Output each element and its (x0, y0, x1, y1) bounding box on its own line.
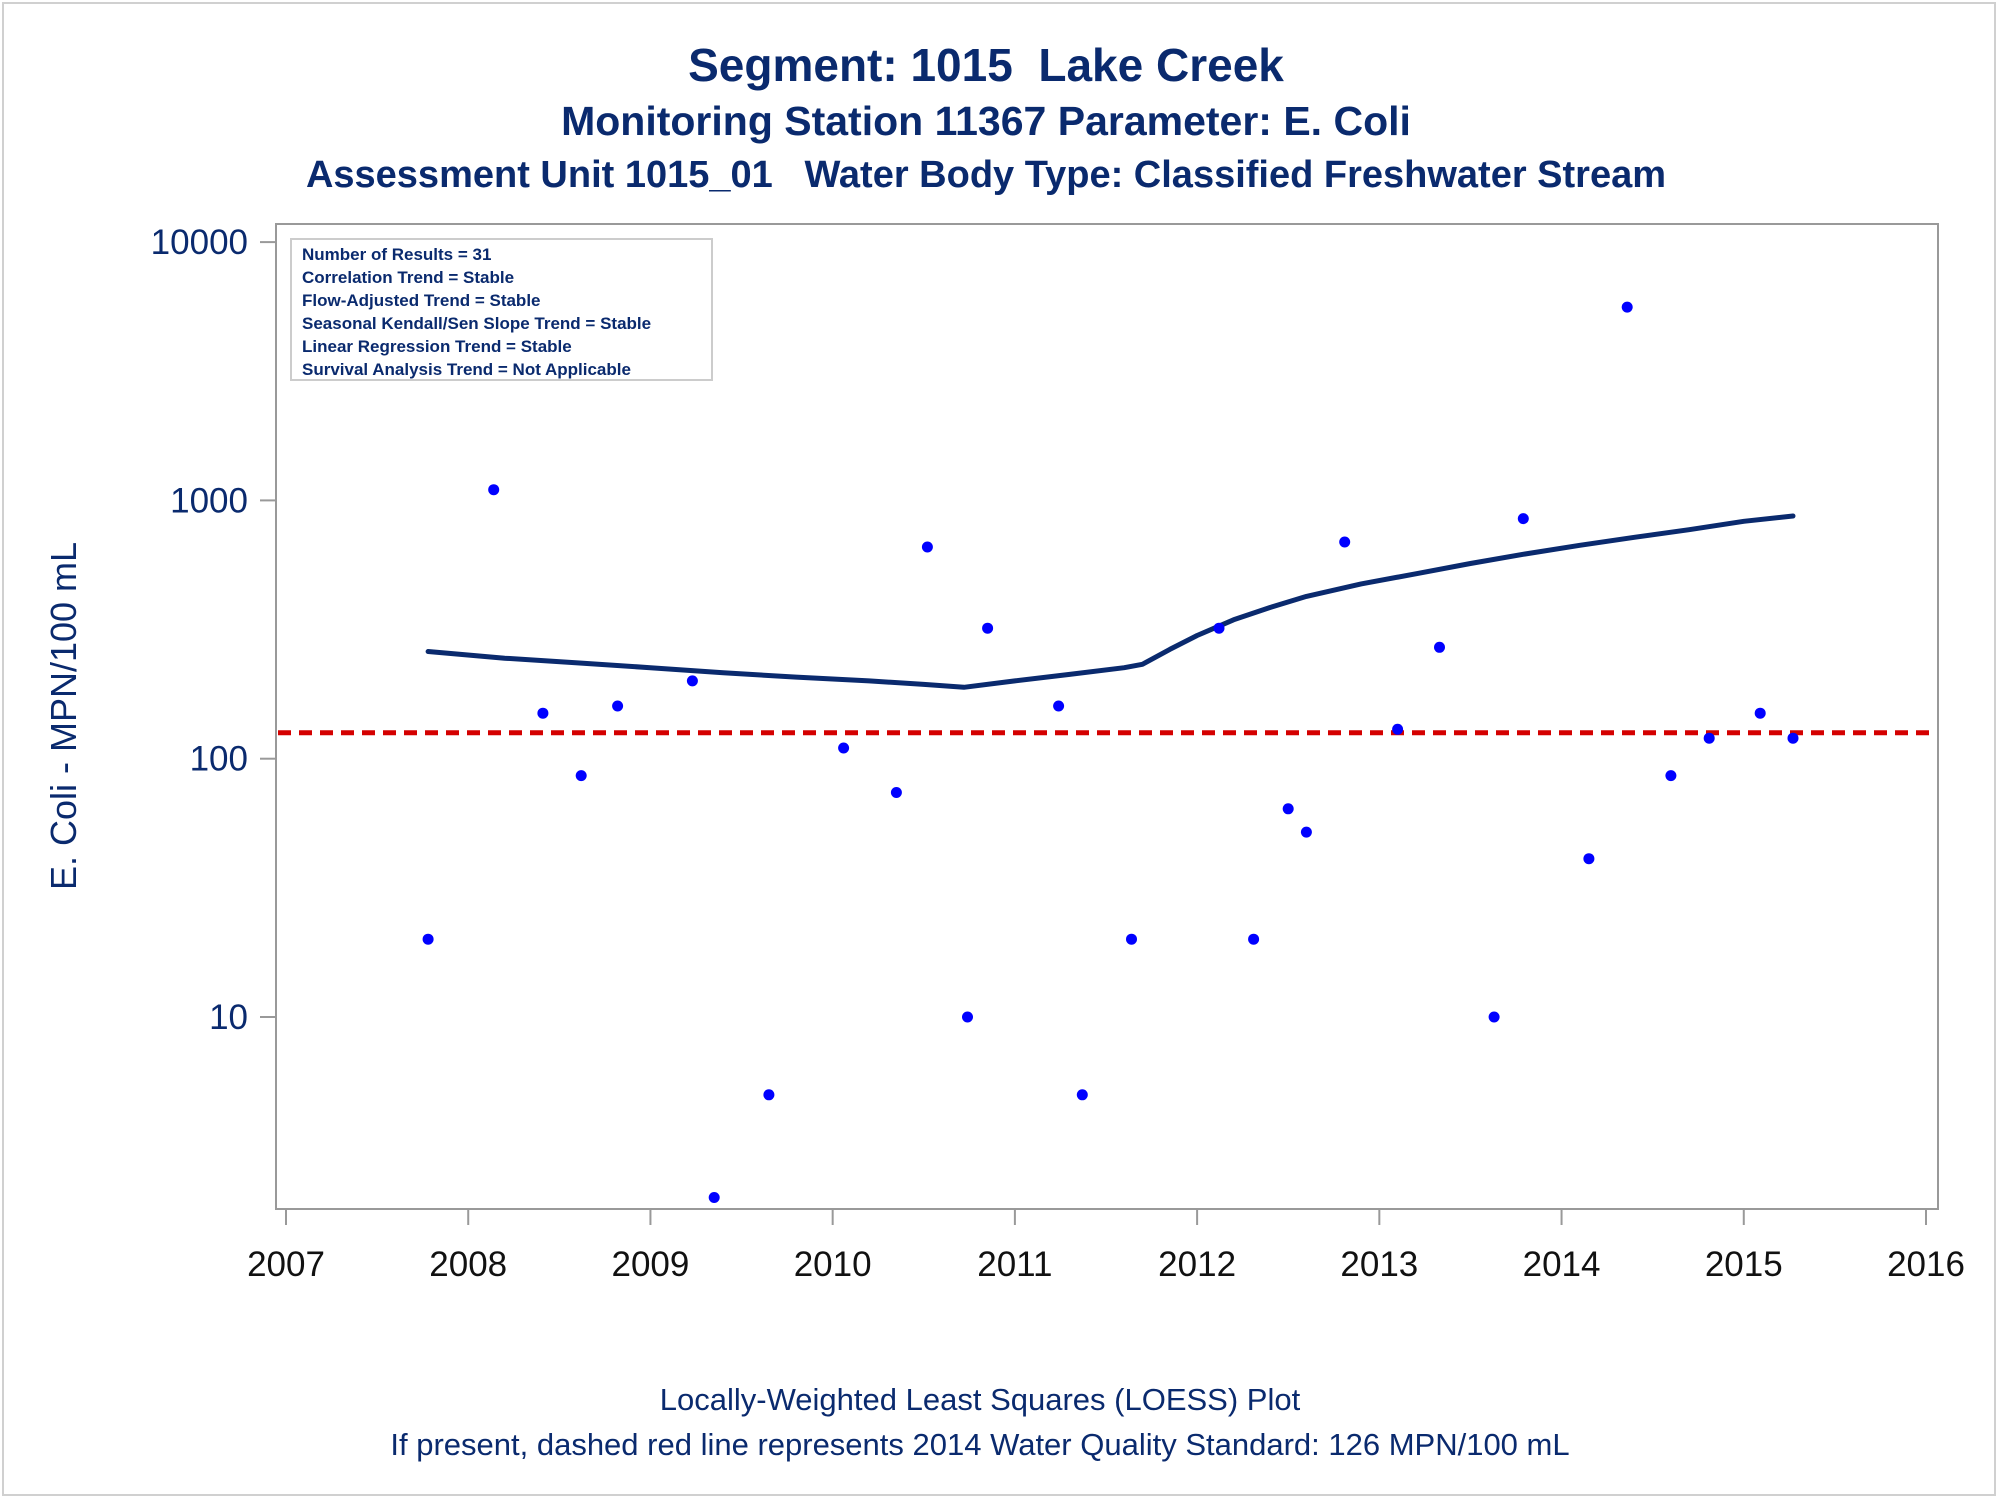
data-point (1754, 707, 1766, 719)
x-tick-label: 2011 (977, 1245, 1052, 1284)
data-point (1703, 732, 1715, 744)
footnote-loess: Locally-Weighted Least Squares (LOESS) P… (659, 1382, 1301, 1417)
x-tick-label: 2014 (1523, 1245, 1601, 1284)
data-points (422, 301, 1799, 1203)
trend-summary-line: Number of Results = 31 (302, 245, 491, 264)
data-point (982, 622, 994, 634)
data-point (890, 787, 902, 798)
x-tick-label: 2012 (1158, 1245, 1236, 1284)
trend-summary-line: Survival Analysis Trend = Not Applicable (302, 360, 631, 379)
data-point (1126, 933, 1137, 945)
data-point (921, 541, 933, 553)
data-point (537, 707, 549, 719)
x-tick-label: 2015 (1705, 1245, 1783, 1284)
data-point (612, 700, 624, 712)
chart-subtitle: Monitoring Station 11367 Parameter: E. C… (561, 98, 1411, 144)
data-point (1392, 723, 1404, 735)
x-tick-label: 2008 (429, 1245, 507, 1284)
x-tick-label: 2010 (794, 1245, 872, 1284)
plot-area (275, 223, 1939, 1210)
footnote-standard: If present, dashed red line represents 2… (390, 1427, 1570, 1462)
data-point (708, 1192, 720, 1203)
trend-summary-line: Correlation Trend = Stable (302, 268, 514, 287)
data-point (686, 675, 698, 687)
data-point (1665, 770, 1677, 782)
data-point (1787, 732, 1799, 744)
data-point (1517, 513, 1529, 525)
loess-line-group (425, 513, 1796, 690)
x-tick-label: 2016 (1887, 1245, 1965, 1284)
y-tick-label: 100 (190, 740, 248, 779)
y-axis-label: E. Coli - MPN/100 mL (43, 542, 84, 890)
loess-line (425, 513, 1796, 690)
trend-summary-line: Seasonal Kendall/Sen Slope Trend = Stabl… (302, 314, 651, 333)
data-point (962, 1011, 973, 1023)
data-point (422, 933, 434, 945)
y-axis: 10 100 1000 10000 (151, 223, 276, 1037)
data-point (1248, 933, 1260, 945)
data-point (1300, 826, 1312, 838)
x-tick-label: 2009 (612, 1245, 690, 1284)
data-point (763, 1089, 775, 1101)
y-tick-label: 10 (209, 998, 248, 1037)
data-point (1076, 1089, 1088, 1101)
data-point (1282, 803, 1294, 815)
chart-title: Segment: 1015 Lake Creek (688, 39, 1284, 91)
x-axis: 2007 2008 2009 2010 2011 2012 2013 2014 2015 2016 (247, 1209, 1965, 1284)
data-point (838, 742, 850, 754)
trend-summary-line: Linear Regression Trend = Stable (302, 337, 572, 356)
trend-summary-line: Flow-Adjusted Trend = Stable (302, 291, 541, 310)
chart-subtitle-2: Assessment Unit 1015_01 Water Body Type:… (305, 154, 1667, 196)
data-point (1339, 536, 1351, 548)
data-point (1213, 622, 1225, 634)
data-point (488, 484, 500, 496)
data-point (1583, 853, 1595, 865)
data-point (575, 770, 587, 782)
trend-summary-border (290, 238, 713, 381)
x-tick-label: 2007 (247, 1245, 325, 1284)
data-point (1053, 700, 1065, 712)
data-point (1621, 301, 1633, 313)
trend-summary-box: Number of Results = 31 Correlation Trend … (290, 238, 713, 381)
y-tick-label: 10000 (151, 223, 248, 262)
y-tick-label: 1000 (170, 481, 248, 520)
x-tick-label: 2013 (1340, 1245, 1418, 1284)
data-point (1488, 1011, 1500, 1023)
data-point (1434, 641, 1445, 653)
